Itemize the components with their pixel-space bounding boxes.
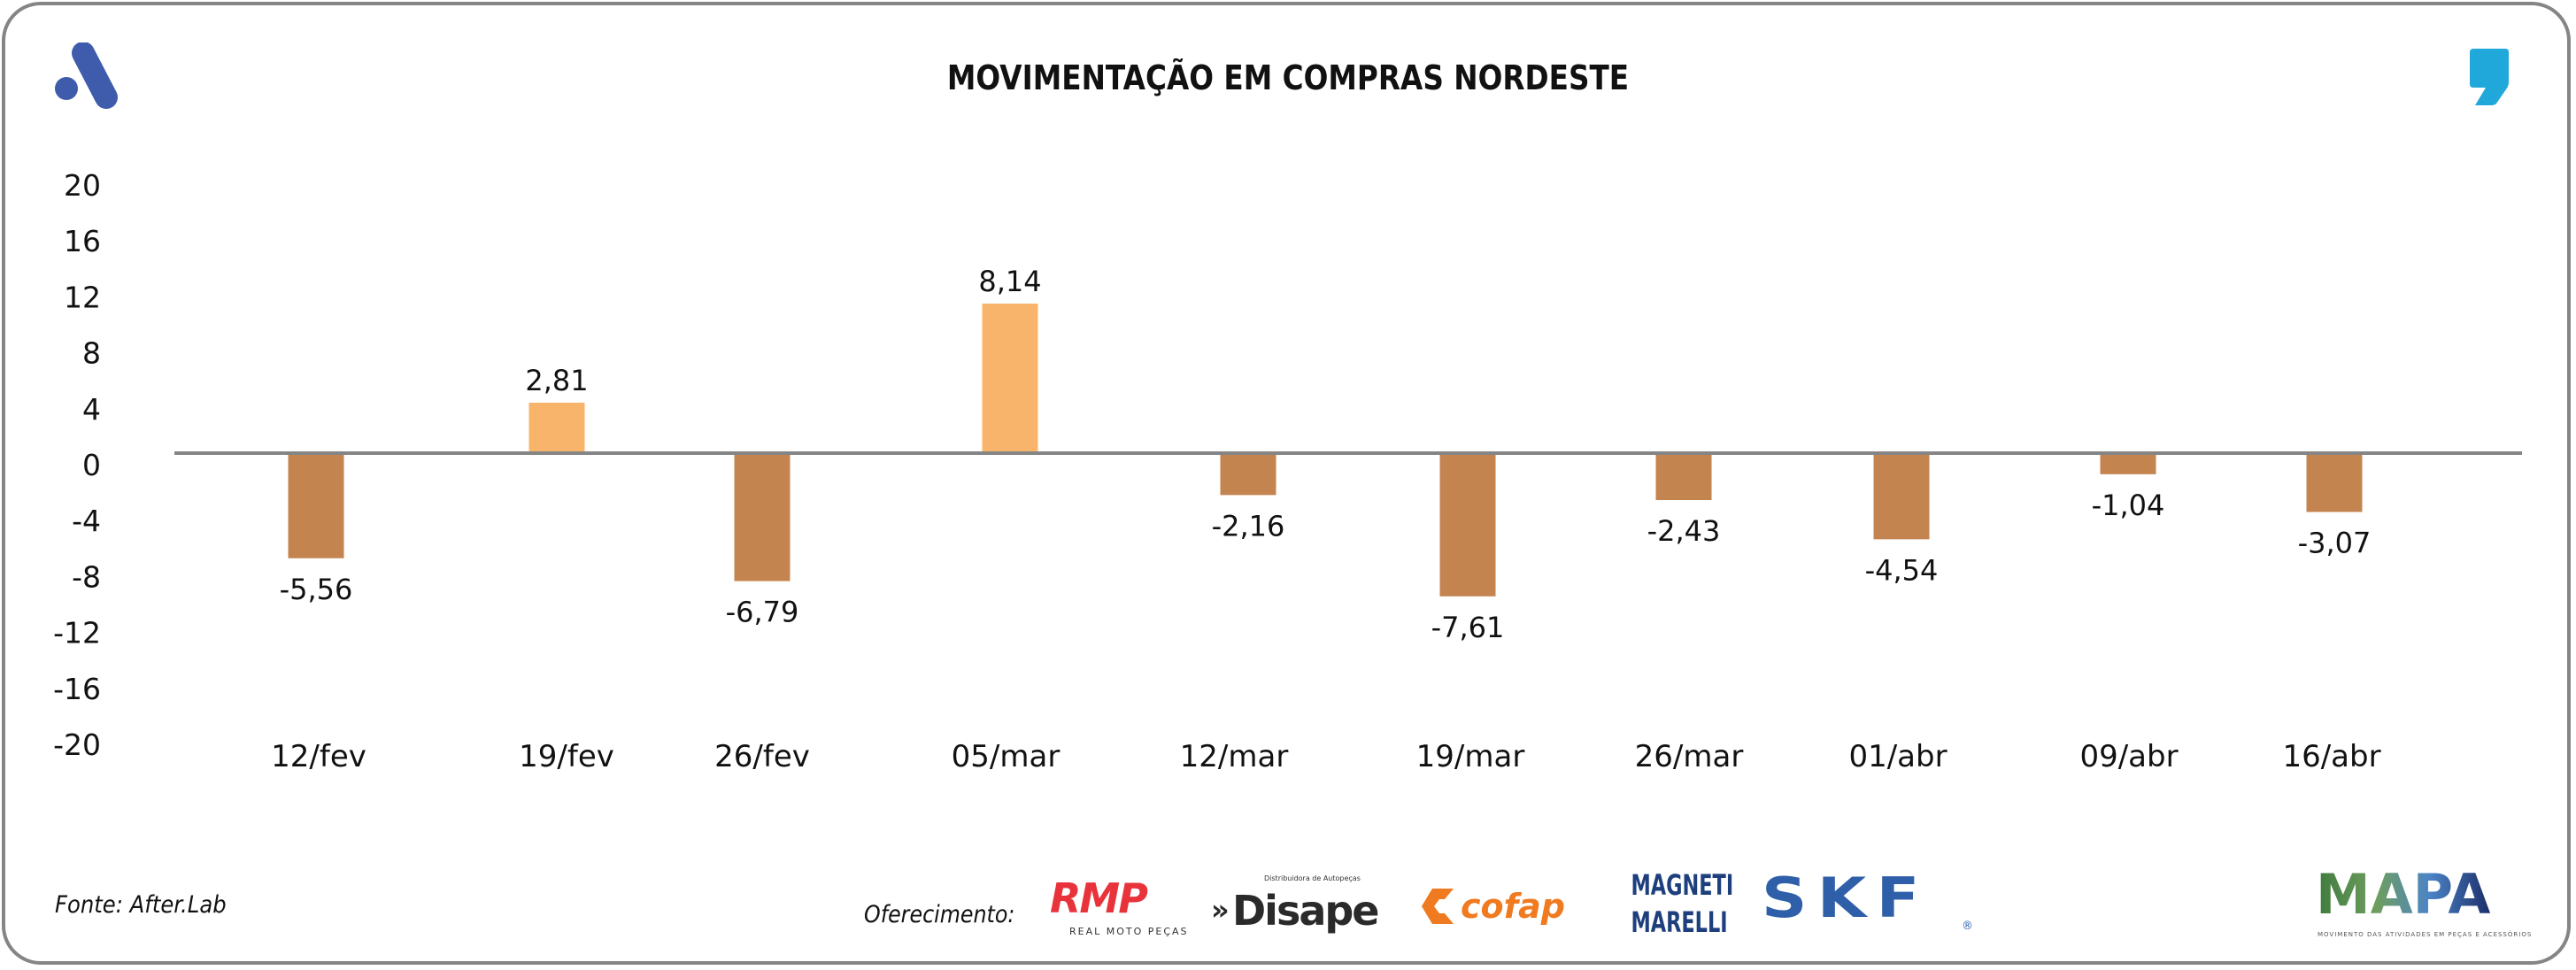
rmp-logo-tagline: REAL MOTO PEÇAS — [1069, 926, 1189, 937]
sponsor-label: Oferecimento: — [864, 901, 1015, 928]
bar-26-fev — [734, 455, 791, 581]
chart-title: MOVIMENTAÇÃO EM COMPRAS NORDESTE — [946, 58, 1630, 97]
disape-logo-mark: Disape — [1232, 887, 1379, 935]
data-label: 2,81 — [525, 364, 588, 397]
x-category-label: 19/mar — [1416, 739, 1525, 774]
x-category-label: 09/abr — [2079, 739, 2178, 774]
comma-quote-icon — [2470, 49, 2509, 105]
y-tick-label: -12 — [53, 616, 101, 651]
y-tick-label: 4 — [82, 392, 101, 427]
x-category-label: 19/fev — [519, 739, 614, 774]
magneti-marelli-logo: MAGNETI MARELLI — [1611, 866, 1744, 942]
skf-logo-mark: SKF — [1762, 866, 1930, 930]
bar-19-fev — [528, 402, 585, 455]
bar-12-mar — [1220, 455, 1276, 496]
rmp-logo: RMP REAL MOTO PEÇAS — [1050, 876, 1188, 942]
data-labels: -5,56 2,81 -6,79 8,14 -2,16 -7,61 -2,43 -4,54 -1… — [280, 265, 2372, 644]
double-chevron-icon: » — [1211, 893, 1230, 927]
y-tick-label: -20 — [53, 728, 101, 762]
bar-09-abr — [2100, 455, 2156, 474]
x-category-label: 05/mar — [952, 739, 1060, 774]
mapa-logo: MAPA MOVIMENTO DAS ATIVIDADES EM PEÇAS E… — [2316, 862, 2531, 951]
y-axis-ticks: 20 16 12 8 4 0 -4 -8 -12 -16 -20 — [53, 168, 101, 762]
bars — [288, 304, 2363, 597]
y-tick-label: -4 — [72, 504, 101, 538]
y-tick-label: 12 — [64, 280, 101, 314]
registered-mark-icon: ® — [1962, 920, 1973, 933]
bar-12-fev — [288, 455, 344, 558]
x-category-label: 01/abr — [1848, 739, 1947, 774]
skf-logo: SKF ® — [1762, 869, 1974, 935]
data-label: -7,61 — [1431, 611, 1505, 644]
after-brand-a-icon — [55, 42, 118, 109]
x-axis-categories: 12/fev 19/fev 26/fev 05/mar 12/mar 19/mar 26/m… — [271, 739, 2380, 774]
y-tick-label: 0 — [82, 448, 101, 482]
marelli-logo-line2: MARELLI — [1631, 905, 1728, 939]
source-note: Fonte: After.Lab — [55, 891, 227, 919]
bar-16-abr — [2306, 455, 2363, 512]
disape-logo-tagline: Distribuidora de Autopeças — [1264, 874, 1361, 882]
x-category-label: 12/mar — [1180, 739, 1289, 774]
y-tick-label: 8 — [82, 336, 101, 371]
data-label: -5,56 — [280, 573, 353, 606]
y-tick-label: -16 — [53, 672, 101, 706]
cofap-x-icon — [1422, 889, 1454, 924]
x-category-label: 26/mar — [1635, 739, 1744, 774]
mapa-logo-mark: MAPA — [2316, 862, 2491, 927]
data-label: -3,07 — [2298, 526, 2372, 559]
bar-01-abr — [1873, 455, 1930, 540]
bar-26-mar — [1655, 455, 1712, 501]
y-tick-label: -8 — [72, 559, 101, 594]
bar-05-mar — [982, 304, 1038, 455]
data-label: -2,16 — [1212, 509, 1285, 543]
mapa-logo-tagline: MOVIMENTO DAS ATIVIDADES EM PEÇAS E ACES… — [2318, 931, 2533, 938]
x-category-label: 26/fev — [714, 739, 810, 774]
cofap-logo: cofap — [1420, 885, 1593, 929]
data-label: -6,79 — [726, 596, 799, 629]
y-tick-label: 20 — [64, 168, 101, 203]
disape-logo: Distribuidora de Autopeças » Disape — [1211, 874, 1388, 942]
data-label: -1,04 — [2092, 489, 2165, 522]
y-tick-label: 16 — [64, 224, 101, 258]
x-category-label: 12/fev — [271, 739, 366, 774]
x-category-label: 16/abr — [2282, 739, 2380, 774]
bar-19-mar — [1439, 455, 1496, 597]
rmp-logo-mark: RMP — [1050, 874, 1148, 922]
data-label: -4,54 — [1865, 553, 1939, 587]
data-label: 8,14 — [978, 265, 1041, 298]
data-label: -2,43 — [1647, 514, 1721, 548]
magneti-logo-line1: MAGNETI — [1631, 868, 1734, 902]
cofap-logo-mark: cofap — [1461, 887, 1566, 926]
